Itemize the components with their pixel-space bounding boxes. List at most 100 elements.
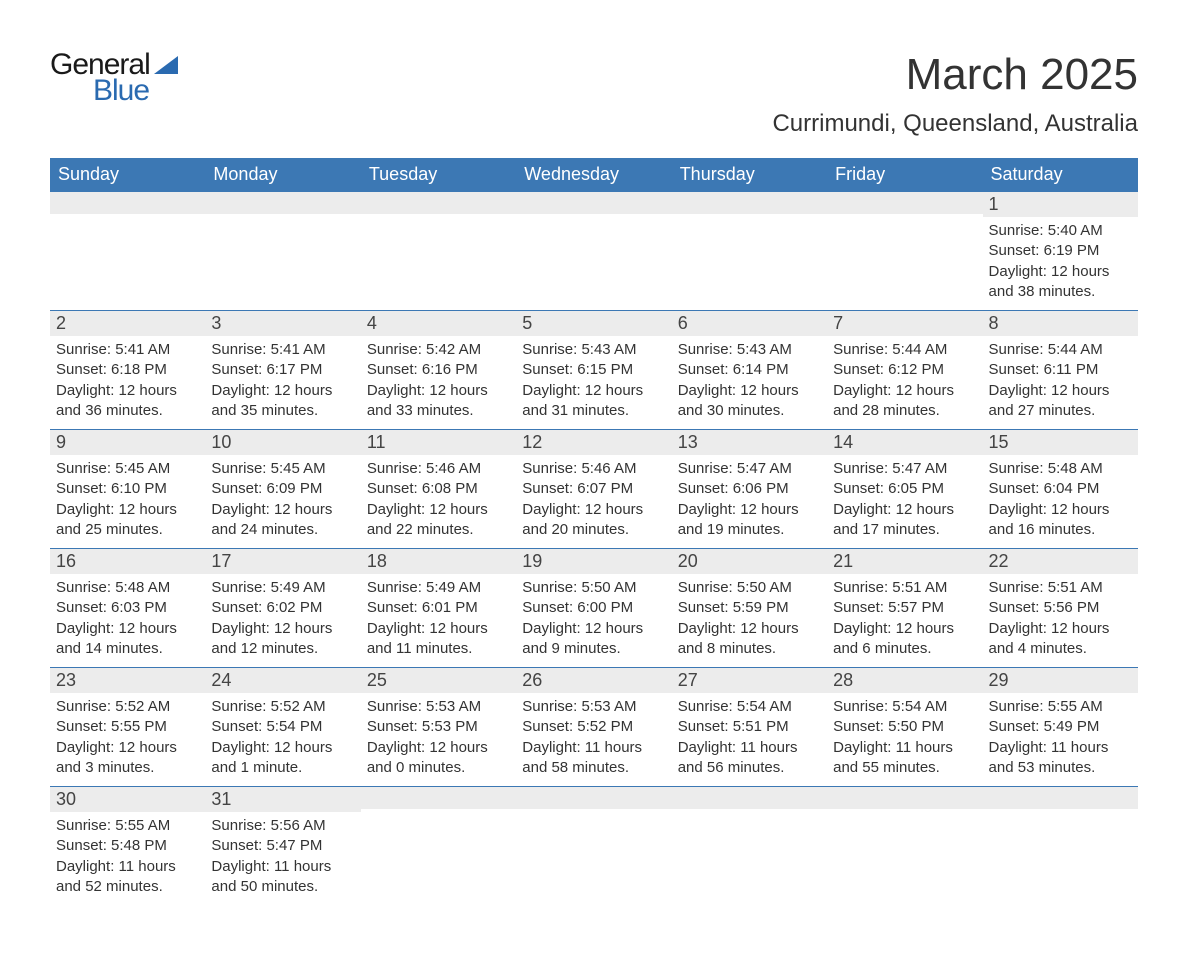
day-number (361, 192, 516, 214)
sunset-text: Sunset: 6:05 PM (833, 479, 976, 499)
sunrise-text: Sunrise: 5:48 AM (56, 578, 199, 598)
day-details (827, 214, 982, 226)
daylight-text: Daylight: 12 hours and 11 minutes. (367, 619, 510, 660)
day-number: 5 (516, 311, 671, 336)
day-details: Sunrise: 5:44 AMSunset: 6:12 PMDaylight:… (827, 336, 982, 429)
sunset-text: Sunset: 5:52 PM (522, 717, 665, 737)
daylight-text: Daylight: 12 hours and 17 minutes. (833, 500, 976, 541)
day-cell (672, 192, 827, 311)
day-number: 28 (827, 668, 982, 693)
sunrise-text: Sunrise: 5:52 AM (211, 697, 354, 717)
day-cell (827, 787, 982, 906)
daylight-text: Daylight: 12 hours and 14 minutes. (56, 619, 199, 660)
day-cell: 19Sunrise: 5:50 AMSunset: 6:00 PMDayligh… (516, 549, 671, 668)
sunrise-text: Sunrise: 5:54 AM (833, 697, 976, 717)
logo-text-blue: Blue (93, 76, 150, 106)
day-details: Sunrise: 5:49 AMSunset: 6:02 PMDaylight:… (205, 574, 360, 667)
sunset-text: Sunset: 5:59 PM (678, 598, 821, 618)
day-cell: 26Sunrise: 5:53 AMSunset: 5:52 PMDayligh… (516, 668, 671, 787)
day-number: 18 (361, 549, 516, 574)
daylight-text: Daylight: 11 hours and 56 minutes. (678, 738, 821, 779)
day-number: 30 (50, 787, 205, 812)
sunset-text: Sunset: 6:08 PM (367, 479, 510, 499)
day-details: Sunrise: 5:47 AMSunset: 6:05 PMDaylight:… (827, 455, 982, 548)
sunset-text: Sunset: 5:53 PM (367, 717, 510, 737)
daylight-text: Daylight: 12 hours and 19 minutes. (678, 500, 821, 541)
day-number (516, 192, 671, 214)
daylight-text: Daylight: 12 hours and 20 minutes. (522, 500, 665, 541)
sunset-text: Sunset: 5:48 PM (56, 836, 199, 856)
day-number: 8 (983, 311, 1138, 336)
day-details: Sunrise: 5:43 AMSunset: 6:15 PMDaylight:… (516, 336, 671, 429)
daylight-text: Daylight: 12 hours and 30 minutes. (678, 381, 821, 422)
sunrise-text: Sunrise: 5:56 AM (211, 816, 354, 836)
day-cell: 18Sunrise: 5:49 AMSunset: 6:01 PMDayligh… (361, 549, 516, 668)
day-cell (672, 787, 827, 906)
month-title: March 2025 (772, 50, 1138, 100)
day-details: Sunrise: 5:44 AMSunset: 6:11 PMDaylight:… (983, 336, 1138, 429)
daylight-text: Daylight: 11 hours and 52 minutes. (56, 857, 199, 898)
day-number: 13 (672, 430, 827, 455)
day-cell: 1Sunrise: 5:40 AMSunset: 6:19 PMDaylight… (983, 192, 1138, 311)
sunrise-text: Sunrise: 5:47 AM (833, 459, 976, 479)
day-number: 7 (827, 311, 982, 336)
day-details (672, 809, 827, 821)
day-details: Sunrise: 5:53 AMSunset: 5:53 PMDaylight:… (361, 693, 516, 786)
header: General Blue March 2025 Currimundi, Quee… (50, 50, 1138, 138)
day-details: Sunrise: 5:50 AMSunset: 6:00 PMDaylight:… (516, 574, 671, 667)
sunrise-text: Sunrise: 5:51 AM (989, 578, 1132, 598)
sunset-text: Sunset: 6:06 PM (678, 479, 821, 499)
sunrise-text: Sunrise: 5:45 AM (211, 459, 354, 479)
day-number: 23 (50, 668, 205, 693)
day-number (983, 787, 1138, 809)
sunset-text: Sunset: 6:11 PM (989, 360, 1132, 380)
day-details: Sunrise: 5:46 AMSunset: 6:07 PMDaylight:… (516, 455, 671, 548)
day-details: Sunrise: 5:50 AMSunset: 5:59 PMDaylight:… (672, 574, 827, 667)
day-cell: 9Sunrise: 5:45 AMSunset: 6:10 PMDaylight… (50, 430, 205, 549)
day-number: 17 (205, 549, 360, 574)
sunrise-text: Sunrise: 5:40 AM (989, 221, 1132, 241)
sunrise-text: Sunrise: 5:47 AM (678, 459, 821, 479)
day-number: 31 (205, 787, 360, 812)
day-header-row: Sunday Monday Tuesday Wednesday Thursday… (50, 158, 1138, 192)
sunrise-text: Sunrise: 5:53 AM (522, 697, 665, 717)
col-monday: Monday (205, 158, 360, 192)
day-number (827, 787, 982, 809)
day-cell (361, 192, 516, 311)
daylight-text: Daylight: 12 hours and 36 minutes. (56, 381, 199, 422)
sunset-text: Sunset: 6:16 PM (367, 360, 510, 380)
sunset-text: Sunset: 5:49 PM (989, 717, 1132, 737)
sunset-text: Sunset: 6:10 PM (56, 479, 199, 499)
sunrise-text: Sunrise: 5:45 AM (56, 459, 199, 479)
daylight-text: Daylight: 12 hours and 24 minutes. (211, 500, 354, 541)
sunset-text: Sunset: 6:14 PM (678, 360, 821, 380)
daylight-text: Daylight: 12 hours and 22 minutes. (367, 500, 510, 541)
sunrise-text: Sunrise: 5:49 AM (211, 578, 354, 598)
day-cell: 13 Sunrise: 5:47 AMSunset: 6:06 PMDayligh… (672, 430, 827, 549)
daylight-text: Daylight: 12 hours and 27 minutes. (989, 381, 1132, 422)
day-number: 24 (205, 668, 360, 693)
daylight-text: Daylight: 11 hours and 50 minutes. (211, 857, 354, 898)
sunrise-text: Sunrise: 5:55 AM (56, 816, 199, 836)
sunset-text: Sunset: 6:03 PM (56, 598, 199, 618)
day-details: Sunrise: 5:49 AMSunset: 6:01 PMDaylight:… (361, 574, 516, 667)
day-details: Sunrise: 5:53 AMSunset: 5:52 PMDaylight:… (516, 693, 671, 786)
daylight-text: Daylight: 11 hours and 55 minutes. (833, 738, 976, 779)
day-details: Sunrise: 5:46 AMSunset: 6:08 PMDaylight:… (361, 455, 516, 548)
day-details (672, 214, 827, 226)
day-cell: 8Sunrise: 5:44 AMSunset: 6:11 PMDaylight… (983, 311, 1138, 430)
calendar-body: 1Sunrise: 5:40 AMSunset: 6:19 PMDaylight… (50, 192, 1138, 906)
day-number: 15 (983, 430, 1138, 455)
day-cell: 20Sunrise: 5:50 AMSunset: 5:59 PMDayligh… (672, 549, 827, 668)
day-number (516, 787, 671, 809)
sunset-text: Sunset: 6:00 PM (522, 598, 665, 618)
sunset-text: Sunset: 6:15 PM (522, 360, 665, 380)
sunset-text: Sunset: 5:47 PM (211, 836, 354, 856)
day-cell: 30 Sunrise: 5:55 AMSunset: 5:48 PMDayligh… (50, 787, 205, 906)
day-cell: 27Sunrise: 5:54 AMSunset: 5:51 PMDayligh… (672, 668, 827, 787)
sunrise-text: Sunrise: 5:46 AM (367, 459, 510, 479)
sunset-text: Sunset: 6:09 PM (211, 479, 354, 499)
day-number: 22 (983, 549, 1138, 574)
day-details: Sunrise: 5:55 AMSunset: 5:49 PMDaylight:… (983, 693, 1138, 786)
week-row: 2Sunrise: 5:41 AMSunset: 6:18 PMDaylight… (50, 311, 1138, 430)
